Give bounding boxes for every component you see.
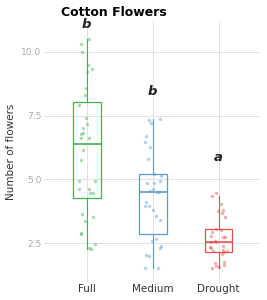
Point	[85, 70, 89, 75]
Point	[79, 158, 84, 163]
Point	[213, 261, 217, 266]
Point	[225, 249, 229, 254]
Text: b: b	[82, 18, 92, 31]
Point	[157, 190, 162, 195]
Point	[86, 63, 91, 68]
Point	[85, 122, 89, 126]
Point	[147, 188, 152, 193]
Point	[143, 266, 147, 271]
Text: Cotton Flowers: Cotton Flowers	[61, 6, 167, 19]
Point	[88, 190, 93, 195]
Point	[146, 157, 150, 161]
Point	[81, 125, 86, 130]
Point	[147, 204, 151, 208]
Point	[144, 200, 148, 205]
Point	[144, 253, 148, 258]
Point	[158, 218, 162, 223]
Point	[147, 254, 151, 259]
Point	[153, 236, 158, 241]
Point	[79, 232, 83, 237]
Point	[87, 136, 91, 141]
Point	[159, 173, 163, 178]
Point	[145, 181, 150, 186]
Point	[79, 42, 83, 46]
Point	[76, 187, 81, 192]
Point	[220, 247, 225, 252]
Point	[80, 211, 84, 216]
Point	[81, 131, 85, 136]
Point	[143, 139, 147, 144]
Point	[91, 215, 95, 220]
Point	[90, 67, 94, 71]
Point	[223, 214, 227, 219]
Point	[155, 190, 160, 194]
Point	[159, 243, 163, 248]
Point	[210, 265, 215, 270]
Point	[87, 246, 91, 251]
Point	[211, 248, 215, 253]
Point	[221, 208, 225, 213]
Point	[80, 50, 84, 55]
Point	[213, 239, 218, 244]
Point	[210, 194, 214, 199]
Point	[77, 102, 81, 107]
Point	[144, 133, 148, 138]
Text: b: b	[148, 85, 158, 98]
Point	[77, 178, 81, 183]
Point	[220, 210, 224, 215]
Point	[93, 178, 97, 183]
Point	[158, 246, 163, 251]
Point	[79, 135, 84, 140]
Point	[149, 121, 153, 126]
Point	[92, 242, 97, 246]
Point	[154, 214, 158, 218]
Point	[83, 92, 87, 97]
Point	[143, 203, 147, 208]
Point	[208, 245, 212, 250]
Point	[148, 145, 152, 150]
Point	[216, 208, 220, 213]
Point	[81, 147, 85, 152]
Point	[217, 265, 222, 269]
Point	[83, 218, 87, 223]
Point	[151, 181, 156, 185]
Point	[220, 252, 224, 256]
Point	[79, 231, 83, 236]
Point	[209, 246, 213, 251]
Point	[84, 116, 88, 120]
Point	[219, 201, 223, 206]
Point	[209, 239, 213, 244]
Point	[158, 179, 162, 184]
Point	[152, 171, 156, 176]
Point	[221, 235, 225, 239]
Point	[150, 238, 154, 243]
Point	[221, 244, 225, 249]
Point	[210, 229, 214, 234]
Y-axis label: Number of flowers: Number of flowers	[6, 103, 15, 200]
Point	[222, 262, 226, 267]
Point	[219, 227, 223, 232]
Point	[223, 235, 227, 239]
Point	[91, 190, 95, 195]
Text: a: a	[214, 151, 223, 164]
Point	[151, 187, 155, 192]
Point	[214, 226, 218, 231]
Point	[147, 118, 151, 123]
Point	[78, 131, 83, 136]
Point	[222, 250, 226, 255]
Point	[156, 266, 160, 271]
Point	[222, 260, 226, 264]
Point	[214, 190, 218, 195]
Point	[214, 263, 218, 268]
Point	[158, 117, 162, 122]
Point	[89, 247, 93, 251]
Point	[151, 208, 155, 212]
Point	[209, 234, 213, 239]
Point	[84, 85, 88, 90]
Point	[214, 239, 218, 244]
Point	[87, 187, 91, 191]
Point	[87, 37, 91, 41]
